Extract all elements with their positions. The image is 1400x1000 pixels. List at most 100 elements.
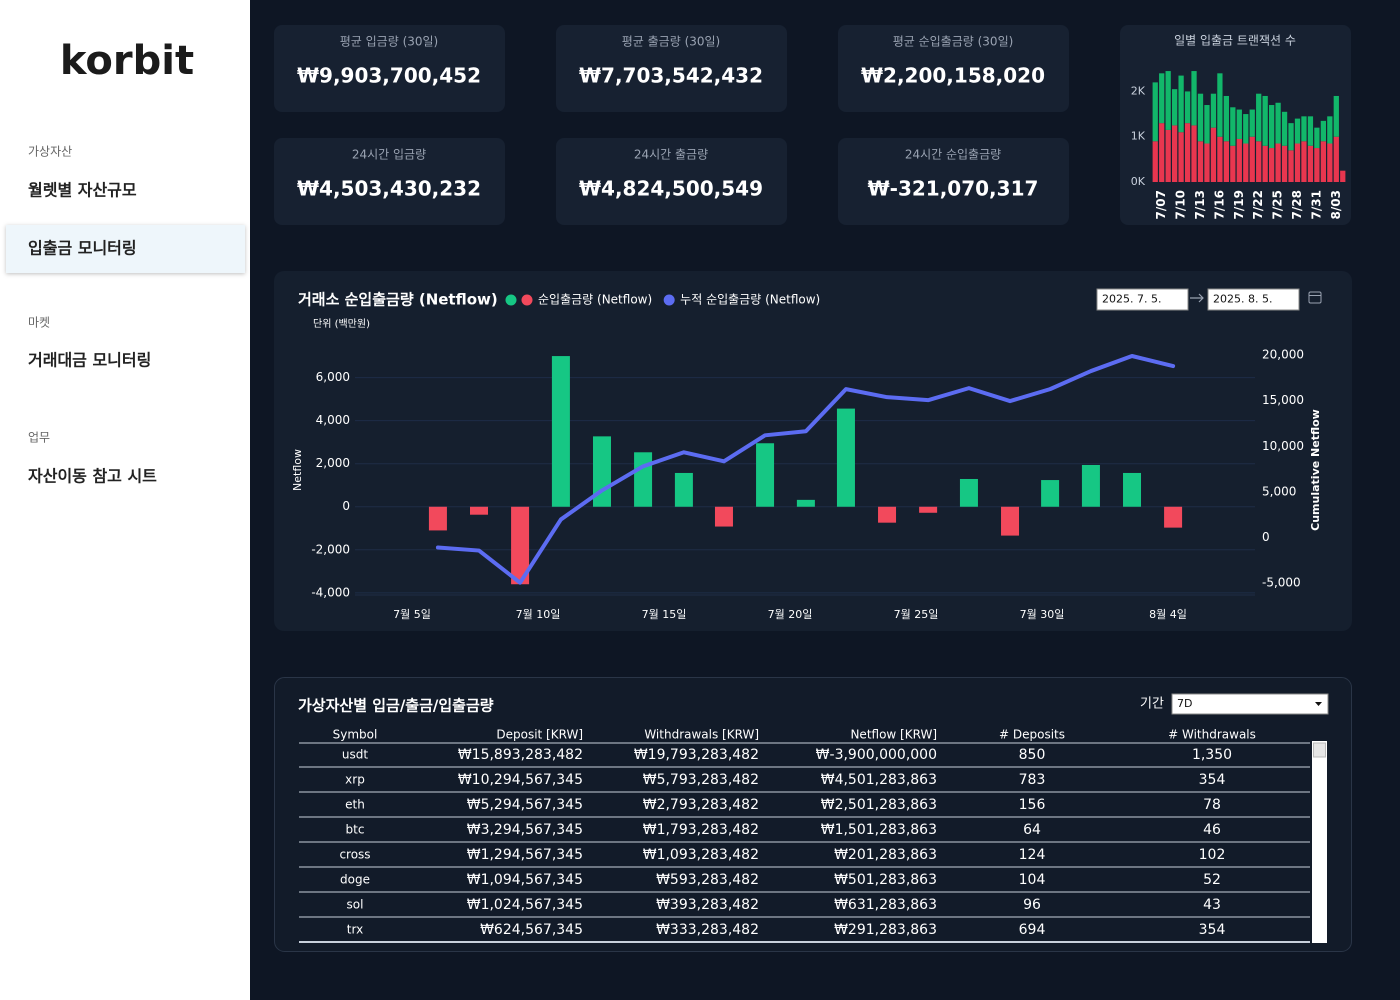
x-tick-label: 7/25 [1271, 190, 1285, 219]
nav-item[interactable]: 거래대금 모니터링 [28, 351, 151, 370]
table-cell: cross [339, 848, 370, 862]
kpi-value: ₩4,503,430,232 [297, 177, 481, 201]
column-header: Symbol [333, 728, 378, 742]
bar-segment [1178, 75, 1184, 133]
bar-segment [1307, 145, 1314, 182]
column-header: Withdrawals [KRW] [644, 728, 759, 742]
kpi-card [838, 25, 1069, 112]
bar-segment [1223, 141, 1229, 182]
y2-tick-label: 15,000 [1262, 393, 1304, 407]
kpi-card [274, 138, 505, 225]
bar-segment [1314, 148, 1320, 182]
date-input[interactable] [1096, 288, 1189, 311]
bar-segment [1230, 107, 1236, 146]
legend-label[interactable]: 순입출금량 (Netflow) [538, 293, 652, 307]
bar-segment [1165, 71, 1171, 130]
bar-segment [1243, 143, 1249, 182]
bar-segment [1301, 141, 1307, 182]
table-cell: 694 [1019, 922, 1046, 938]
table-cell: 64 [1023, 822, 1041, 838]
column-header: # Withdrawals [1168, 728, 1256, 742]
bar [714, 506, 733, 527]
y2-tick-label: -5,000 [1262, 576, 1301, 590]
bar-segment [1159, 73, 1165, 124]
legend-label[interactable]: 누적 순입출금량 (Netflow) [680, 293, 820, 307]
bar-segment [1269, 148, 1275, 182]
bar-segment [1281, 111, 1288, 146]
bar-segment [1223, 95, 1229, 142]
period-label: 기간 [1140, 697, 1164, 712]
bar-segment [1204, 105, 1210, 144]
nav-item[interactable]: 월렛별 자산규모 [28, 181, 137, 200]
table-cell: 783 [1019, 772, 1046, 788]
bar [1123, 472, 1142, 507]
legend-swatch [663, 294, 675, 306]
bar [1001, 506, 1020, 536]
kpi-value: ₩-321,070,317 [868, 177, 1039, 201]
nav-heading: 가상자산 [28, 145, 72, 159]
table-cell: ₩19,793,283,482 [634, 747, 759, 763]
bar-segment [1165, 129, 1171, 182]
x-tick-label: 7월 20일 [768, 607, 813, 621]
table-cell: 124 [1019, 847, 1046, 863]
kpi-card [556, 25, 787, 112]
bar-segment [1269, 105, 1275, 149]
bar [469, 506, 488, 515]
period-select[interactable] [1171, 693, 1329, 715]
nav-heading: 마켓 [28, 316, 50, 330]
bar [919, 506, 938, 513]
table-cell: ₩393,283,482 [656, 897, 759, 913]
x-tick-label: 7/22 [1251, 190, 1265, 219]
kpi-card [838, 138, 1069, 225]
bar-segment [1159, 123, 1165, 182]
column-header: Netflow [KRW] [850, 728, 937, 742]
bar-segment [1172, 89, 1178, 126]
x-tick-label: 8월 4일 [1149, 607, 1187, 621]
x-tick-label: 7/19 [1232, 190, 1246, 219]
bar-segment [1210, 93, 1217, 128]
bar [756, 443, 775, 507]
kpi-label: 24시간 입금량 [352, 148, 426, 162]
x-tick-label: 7월 15일 [642, 607, 687, 621]
bar-segment [1197, 141, 1204, 182]
chart-panel [274, 271, 1352, 631]
bar-segment [1249, 136, 1255, 182]
table-cell: sol [347, 898, 364, 912]
line [435, 354, 1176, 585]
scrollbar-thumb[interactable] [1313, 742, 1326, 758]
nav-item[interactable]: 자산이동 참고 시트 [28, 467, 157, 486]
bar-segment [1275, 102, 1281, 144]
x-tick-label: 7/13 [1193, 190, 1207, 219]
bar-segment [1191, 125, 1197, 182]
bar-segment [1178, 132, 1184, 182]
table-cell: 78 [1203, 797, 1221, 813]
table-cell: 104 [1019, 872, 1046, 888]
kpi-label: 24시간 순입출금량 [905, 148, 1001, 162]
x-tick-label: 7월 25일 [894, 607, 939, 621]
kpi-value: ₩2,200,158,020 [861, 64, 1045, 88]
bar-segment [1294, 118, 1301, 144]
bar-segment [1320, 120, 1326, 142]
legend-swatch [521, 294, 533, 306]
bar-segment [1327, 143, 1333, 182]
column-header: # Deposits [999, 728, 1065, 742]
period-value: 7D [1177, 697, 1192, 710]
scrollbar-track[interactable] [1312, 741, 1327, 943]
bar-segment [1230, 145, 1236, 182]
bar-segment [1172, 125, 1178, 182]
bar-segment [1262, 145, 1268, 182]
table-panel [274, 677, 1352, 952]
table-cell: ₩624,567,345 [480, 922, 583, 938]
nav-item[interactable]: 입출금 모니터링 [28, 239, 137, 258]
table-cell: 1,350 [1192, 747, 1232, 763]
y-tick-label: 1K [1131, 130, 1146, 143]
calendar-icon[interactable] [1308, 291, 1322, 304]
date-input[interactable] [1207, 288, 1300, 311]
bar-segment [1301, 116, 1307, 142]
table-cell: 156 [1019, 797, 1046, 813]
table-cell: 52 [1203, 872, 1221, 888]
sidebar [0, 0, 250, 1000]
bar [796, 499, 815, 507]
bar-segment [1191, 71, 1197, 126]
